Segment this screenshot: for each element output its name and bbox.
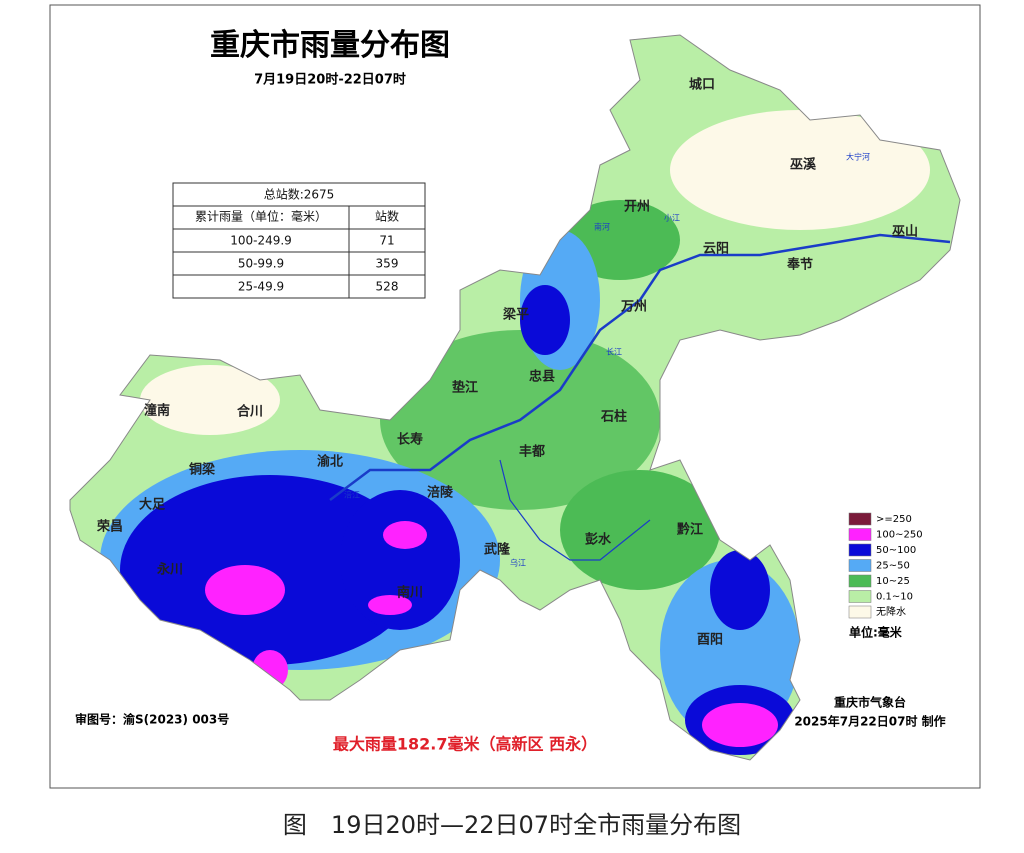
table-header: 累计雨量（单位：毫米） xyxy=(195,209,327,224)
legend-swatch xyxy=(848,590,872,603)
legend-label: 25~50 xyxy=(876,561,910,572)
wu-river xyxy=(499,459,651,561)
legend-label: 无降水 xyxy=(876,605,906,618)
river-label: 小江 xyxy=(664,214,680,223)
legend-label: 100~250 xyxy=(876,530,923,541)
max-rain: 最大雨量182.7毫米（高新区 西永） xyxy=(333,735,597,754)
place-label: 永川 xyxy=(156,562,183,578)
place-label: 涪陵 xyxy=(427,485,454,501)
place-label: 垫江 xyxy=(452,380,478,396)
legend-swatch xyxy=(848,559,872,572)
review-number: 审图号：渝S(2023) 003号 xyxy=(75,712,229,727)
legend-unit: 单位:毫米 xyxy=(849,625,903,640)
legend-swatch xyxy=(848,512,872,526)
producer: 重庆市气象台 xyxy=(834,695,906,710)
place-label: 忠县 xyxy=(529,369,555,385)
issued-time: 2025年7月22日07时 制作 xyxy=(794,714,945,729)
river-label: 涪江 xyxy=(344,490,360,500)
table-cell: 25-49.9 xyxy=(238,280,284,294)
place-label: 彭水 xyxy=(585,532,612,548)
place-label: 南川 xyxy=(397,585,423,601)
legend-label: 0.1~10 xyxy=(876,592,913,603)
table-header: 站数 xyxy=(375,209,399,224)
yangtze-river xyxy=(329,233,951,501)
place-label: 合川 xyxy=(237,404,263,420)
place-label: 云阳 xyxy=(703,242,729,257)
place-label: 奉节 xyxy=(786,257,813,273)
place-label: 开州 xyxy=(624,200,650,215)
table-cell: 71 xyxy=(379,234,394,248)
place-label: 丰都 xyxy=(519,444,545,460)
river-label: 南河 xyxy=(594,222,610,232)
legend-label: 10~25 xyxy=(876,576,910,587)
place-label: 城口 xyxy=(689,77,715,93)
table-cell: 50-99.9 xyxy=(238,257,284,271)
map-subtitle: 7月19日20时-22日07时 xyxy=(254,72,406,88)
legend-label: 50~100 xyxy=(876,545,916,556)
figure-caption: 图 19日20时—22日07时全市雨量分布图 xyxy=(283,811,741,839)
place-label: 长寿 xyxy=(397,432,423,448)
place-label: 渝北 xyxy=(317,454,343,470)
legend-label: >=250 xyxy=(876,514,912,525)
map-title: 重庆市雨量分布图 xyxy=(210,28,450,63)
river-label: 大宁河 xyxy=(846,152,870,162)
stats-table xyxy=(172,182,426,299)
place-label: 武隆 xyxy=(484,542,511,558)
table-cell: 359 xyxy=(376,257,399,271)
place-label: 荣昌 xyxy=(96,519,123,535)
place-label: 巫溪 xyxy=(790,157,817,173)
legend-swatch xyxy=(848,543,872,557)
place-label: 大足 xyxy=(139,497,166,513)
place-label: 潼南 xyxy=(144,403,170,419)
place-label: 黔江 xyxy=(677,522,703,538)
legend-swatch xyxy=(848,605,872,619)
table-cell: 528 xyxy=(376,280,399,294)
place-label: 铜梁 xyxy=(188,462,216,478)
place-label: 梁平 xyxy=(502,307,529,323)
table-title: 总站数:2675 xyxy=(264,187,335,202)
place-label: 石柱 xyxy=(600,409,627,425)
river-label: 乌江 xyxy=(510,558,526,568)
legend-swatch xyxy=(848,528,872,541)
place-label: 巫山 xyxy=(892,224,918,240)
table-cell: 100-249.9 xyxy=(230,234,292,248)
legend-swatch xyxy=(848,574,872,588)
place-label: 酉阳 xyxy=(697,633,723,648)
stats-table-cells: 总站数:2675 累计雨量（单位：毫米） 站数 100-249.9 71 50-99.9 3… xyxy=(173,187,425,298)
place-label: 万州 xyxy=(620,300,647,315)
river-label: 长江 xyxy=(606,347,622,357)
